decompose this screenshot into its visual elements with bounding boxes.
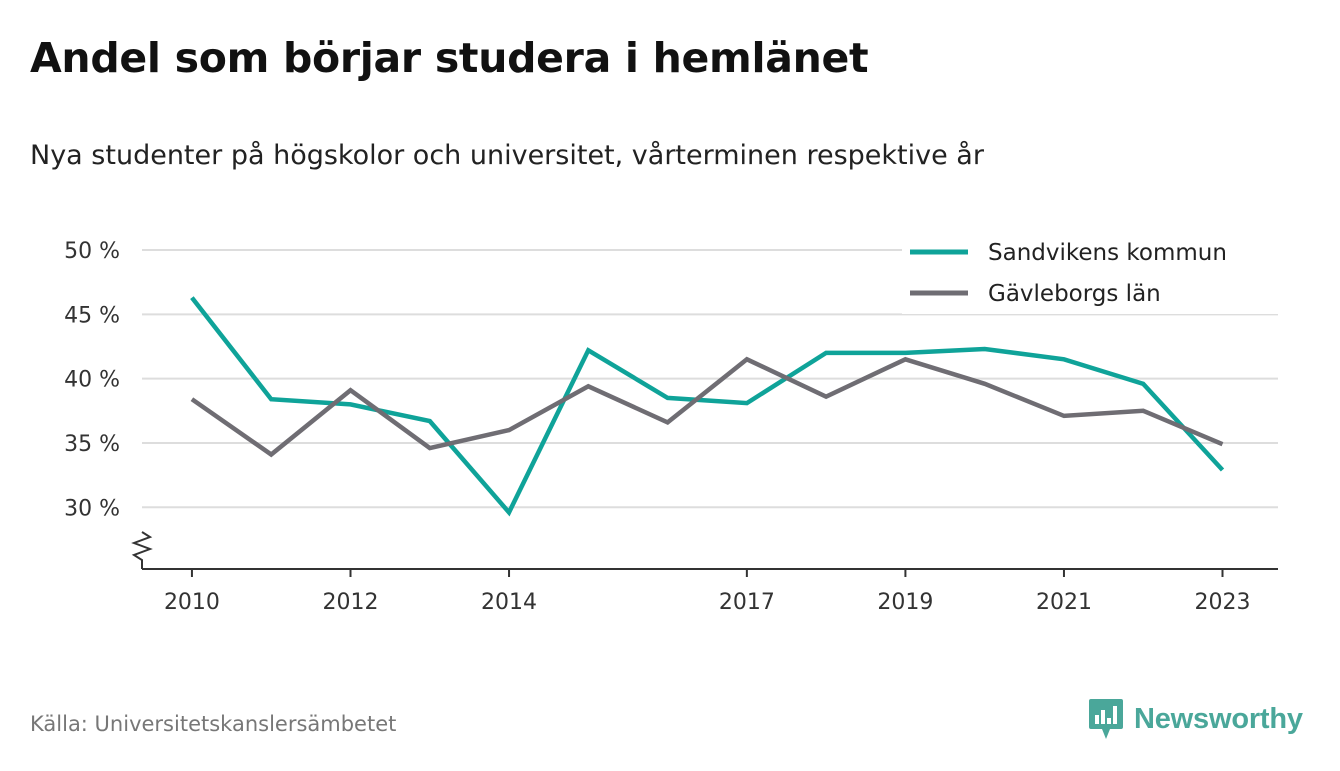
line-chart: 30 % 35 % 40 % 45 % 50 % 2010 2012 2014 2017 2019…: [64, 232, 1278, 615]
x-tick-label: 2010: [164, 590, 220, 615]
legend-label-1: Gävleborgs län: [988, 281, 1161, 307]
brand-name: Newsworthy: [1134, 702, 1303, 735]
y-tick-label: 45 %: [64, 303, 120, 328]
series-line-0: [190, 296, 1225, 517]
y-tick-label: 30 %: [64, 496, 120, 521]
x-tick-label: 2021: [1036, 590, 1092, 615]
x-tick-label: 2014: [481, 590, 537, 615]
y-tick-label: 50 %: [64, 239, 120, 264]
series-line-1: [190, 356, 1224, 458]
x-tick-label: 2019: [877, 590, 933, 615]
chart-subtitle: Nya studenter på högskolor och universit…: [30, 140, 984, 171]
axes: 30 % 35 % 40 % 45 % 50 % 2010 2012 2014 2017 2019…: [64, 239, 1278, 615]
y-tick-label: 40 %: [64, 368, 120, 393]
newsworthy-logo-icon: [1089, 699, 1123, 739]
legend-background: [902, 232, 1278, 314]
x-tick-label: 2023: [1195, 590, 1251, 615]
x-tick-label: 2012: [322, 590, 378, 615]
source-note: Källa: Universitetskanslersämbetet: [30, 712, 397, 736]
brand-logo: Newsworthy: [1088, 697, 1303, 741]
series-lines: [190, 296, 1225, 517]
y-tick-label: 35 %: [64, 432, 120, 457]
x-tick-label: 2017: [719, 590, 775, 615]
chart-title: Andel som börjar studera i hemlänet: [30, 34, 869, 82]
y-axis-break-marker: [131, 531, 153, 569]
legend: Sandvikens kommun Gävleborgs län: [902, 232, 1278, 314]
legend-label-0: Sandvikens kommun: [988, 240, 1227, 266]
